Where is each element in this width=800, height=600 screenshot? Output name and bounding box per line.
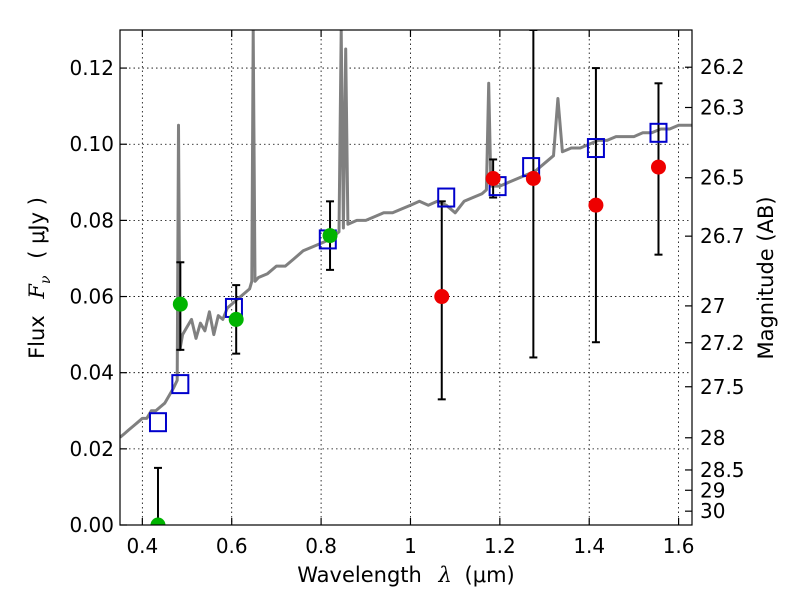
x-axis-title: Wavelength λ (μm)	[297, 563, 514, 587]
y2-tick-label: 28	[700, 426, 725, 450]
y-tick-label: 0.10	[69, 132, 114, 156]
y-axis-title: Flux Fν ( μJy )	[25, 197, 55, 359]
model-square-marker	[171, 374, 190, 395]
x-tick-label: 1.2	[484, 534, 516, 558]
y2-axis-title: Magnitude (AB)	[754, 196, 778, 359]
x-tick-label: 0.6	[216, 534, 248, 558]
y2-tick-label: 26.3	[700, 95, 745, 119]
axis-ticks: 0.4 0.6 0.8 1 1.2 1.4 1.6 0.00 0.02 0.04 0.06 0.08 0…	[69, 30, 745, 558]
x-tick-label: 0.4	[126, 534, 158, 558]
observed-point-marker	[525, 171, 541, 186]
grid-lines	[120, 30, 692, 526]
y2-tick-label: 27.5	[700, 375, 745, 399]
model-square-marker	[148, 412, 167, 433]
observed-point-marker	[172, 296, 188, 312]
y2-tick-label: 26.2	[700, 55, 745, 79]
model-square-marker	[586, 138, 605, 159]
y-tick-label: 0.00	[69, 513, 114, 537]
observed-point-marker	[588, 197, 604, 213]
y2-tick-label: 27	[700, 294, 725, 318]
y-tick-label: 0.12	[69, 56, 114, 80]
x-tick-label: 1	[404, 534, 417, 558]
y2-tick-label: 26.7	[700, 224, 745, 248]
error-bar	[153, 466, 162, 525]
model-square-marker	[649, 122, 668, 143]
y2-tick-label: 29	[700, 478, 725, 502]
observed-point-marker	[322, 228, 338, 244]
observed-point-marker	[228, 311, 244, 327]
y-tick-label: 0.08	[69, 208, 114, 232]
y-tick-label: 0.02	[69, 437, 114, 461]
error-bar	[529, 30, 538, 359]
y2-tick-label: 26.5	[700, 166, 745, 190]
y2-tick-label: 27.2	[700, 331, 745, 355]
y2-tick-label: 28.5	[700, 458, 745, 482]
observed-point-marker	[485, 171, 501, 186]
plot-area	[120, 30, 692, 525]
spectrum-line	[120, 30, 692, 439]
observed-point-marker	[150, 517, 166, 525]
observed-point-marker	[434, 289, 450, 305]
x-tick-label: 1.4	[573, 534, 605, 558]
model-square-marker	[437, 187, 456, 208]
plot-frame	[119, 29, 693, 526]
x-tick-label: 1.6	[663, 534, 695, 558]
y-tick-label: 0.04	[69, 361, 114, 385]
x-tick-label: 0.8	[305, 534, 337, 558]
y2-tick-label: 30	[700, 499, 725, 523]
observed-point-marker	[650, 159, 666, 175]
y-tick-label: 0.06	[69, 285, 114, 309]
